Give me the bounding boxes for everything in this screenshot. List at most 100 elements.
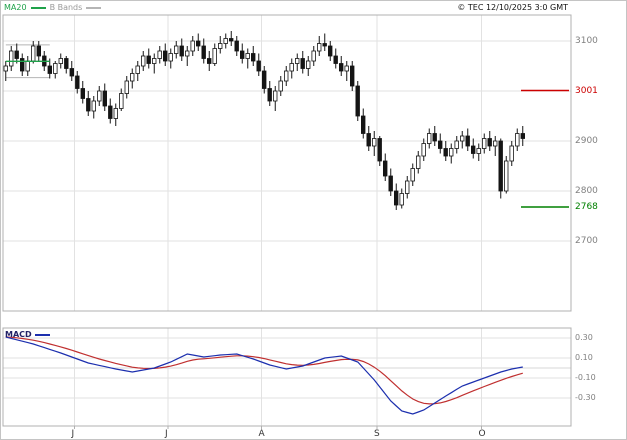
candle-body	[64, 58, 69, 69]
candle-body	[404, 180, 410, 194]
candle-body	[25, 60, 30, 72]
candle-body	[19, 58, 25, 72]
candle-body	[86, 98, 91, 112]
candle-body	[415, 155, 421, 169]
candle-body	[53, 63, 58, 74]
candle-body	[228, 38, 234, 42]
candle-body	[168, 53, 173, 62]
x-axis-month-label: J	[71, 429, 75, 439]
candle-body	[509, 145, 514, 162]
macd-signal-line	[5, 336, 523, 405]
candle-body	[327, 45, 333, 57]
candle-body	[14, 50, 19, 59]
macd-panel-label: MACD	[5, 330, 32, 339]
x-axis-month-label: A	[258, 429, 265, 439]
candle-body	[173, 45, 179, 54]
candle-body	[410, 168, 415, 182]
candle-body	[454, 140, 459, 149]
macd-axis-label: 0.30	[575, 333, 593, 342]
macd-axis-label: 0.10	[575, 353, 593, 362]
candle-body	[294, 58, 300, 64]
candle-body	[344, 65, 349, 72]
candle-body	[124, 80, 129, 94]
candle-body	[8, 50, 14, 67]
candle-body	[399, 193, 404, 206]
macd-axis-label: -0.10	[575, 373, 596, 382]
legend-bbands-label: B Bands	[49, 3, 83, 12]
candle-body	[272, 90, 278, 102]
candle-body	[498, 140, 503, 192]
candle-body	[239, 50, 245, 59]
candle-body	[322, 43, 327, 47]
candle-body	[135, 65, 140, 74]
candle-body	[382, 160, 388, 177]
candle-body	[426, 133, 432, 144]
candle-body	[97, 90, 102, 102]
candle-body	[366, 133, 371, 147]
candle-body	[377, 138, 382, 162]
candle-body	[91, 100, 96, 112]
candle-body	[36, 45, 41, 57]
candle-body	[179, 45, 184, 57]
candle-body	[333, 55, 338, 64]
candle-body	[448, 148, 454, 157]
candle-body	[289, 63, 294, 72]
x-axis-month-label: J	[165, 429, 168, 439]
candle-body	[75, 75, 80, 89]
candle-body	[278, 80, 283, 92]
candle-body	[459, 135, 465, 142]
candle-body	[470, 145, 476, 154]
candle-body	[476, 148, 481, 154]
candle-body	[80, 88, 85, 99]
chart-legend: MA20 B Bands	[4, 2, 102, 14]
candle-body	[223, 38, 228, 44]
candle-body	[217, 43, 223, 49]
candle-body	[129, 73, 135, 82]
price-level-label: 3001	[575, 85, 598, 96]
candle-body	[349, 65, 355, 87]
candle-body	[515, 133, 520, 147]
macd-axis-label: -0.30	[575, 393, 596, 402]
candle-body	[250, 53, 256, 62]
candle-body	[30, 45, 36, 62]
x-axis-month-label: S	[374, 429, 380, 439]
candle-body	[360, 115, 366, 134]
macd-panel-border	[2, 327, 572, 427]
candle-body	[3, 65, 8, 72]
price-axis-label: 2700	[575, 236, 598, 246]
candle-body	[487, 138, 492, 147]
candle-body	[190, 40, 195, 52]
candle-body	[283, 70, 289, 82]
candle-body	[140, 55, 146, 67]
candle-body	[393, 190, 399, 206]
candle-body	[481, 138, 487, 149]
candle-body	[162, 50, 168, 62]
candle-body	[234, 40, 239, 52]
candle-body	[256, 60, 261, 72]
price-axis-label: 3100	[575, 36, 598, 46]
bbands-line-swatch	[86, 7, 102, 9]
candle-body	[503, 160, 509, 192]
macd-line	[5, 336, 523, 415]
price-level-label: 2768	[575, 202, 598, 212]
candle-body	[316, 43, 322, 52]
candle-body	[421, 143, 426, 157]
copyright-notice: © TEC 12/10/2025 3:0 GMT	[457, 3, 568, 12]
candle-body	[437, 140, 443, 149]
price-panel-border	[2, 14, 572, 312]
candle-body	[201, 45, 206, 59]
macd-line-swatch	[34, 333, 50, 336]
candle-body	[388, 175, 393, 192]
candle-body	[69, 68, 74, 77]
candle-body	[443, 148, 448, 157]
candle-body	[119, 93, 124, 109]
candle-body	[245, 53, 250, 59]
candle-body	[492, 140, 498, 147]
x-axis-month-label: O	[478, 429, 486, 439]
legend-ma20-label: MA20	[4, 3, 27, 12]
candle-body	[146, 55, 151, 64]
candle-body	[58, 58, 63, 64]
candle-body	[113, 108, 118, 119]
price-axis-label: 2900	[575, 136, 598, 146]
